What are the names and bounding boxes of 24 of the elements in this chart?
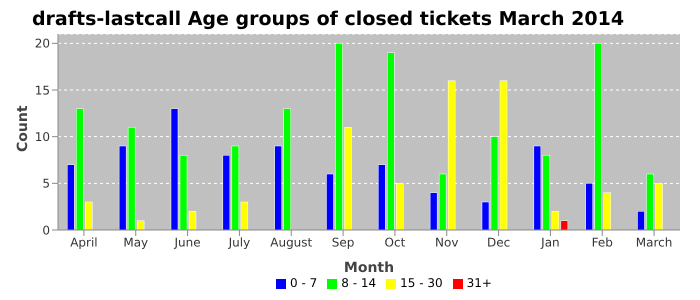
x-tick-label: July (228, 236, 250, 250)
x-tick-label: Oct (384, 236, 406, 250)
x-tick-label: March (636, 236, 672, 250)
y-tick-label: 20 (34, 36, 50, 51)
x-tick-label: May (123, 236, 148, 250)
legend-label: 15 - 30 (400, 276, 443, 290)
legend-label: 8 - 14 (341, 276, 376, 290)
x-tick-label: Nov (435, 236, 458, 250)
y-axis-title: Count (14, 105, 31, 152)
x-tick-label: April (70, 236, 98, 250)
y-tick-label: 15 (34, 83, 50, 98)
x-axis-title: Month (344, 260, 394, 276)
x-tick-label: August (270, 236, 313, 250)
legend-label: 31+ (466, 276, 492, 290)
x-tick-label: Sep (332, 236, 354, 250)
chart-title: drafts-lastcall Age groups of closed tickets March 2014 (30, 8, 626, 32)
legend-label: 0 - 7 (290, 276, 318, 290)
y-tick-label: 10 (34, 130, 50, 144)
x-tick-label: Feb (592, 236, 613, 250)
x-tick-label: Dec (486, 236, 510, 250)
x-tick-label: Jan (540, 236, 560, 250)
y-tick-label: 0 (42, 223, 50, 238)
x-tick-label: June (174, 236, 201, 250)
y-tick-label: 5 (42, 176, 50, 191)
